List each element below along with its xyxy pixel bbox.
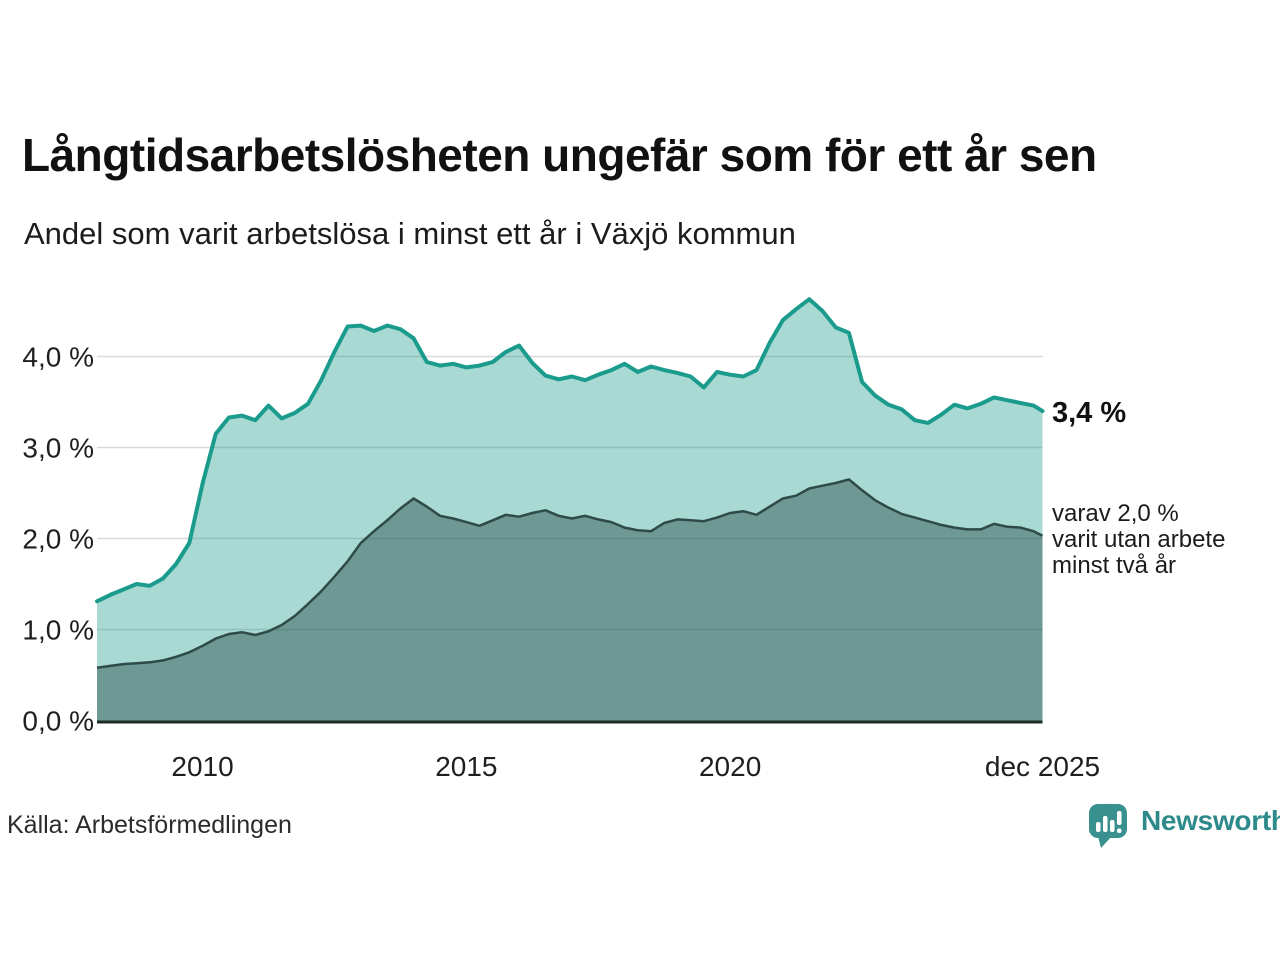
x-axis-tick-label: 2015 xyxy=(435,751,497,782)
x-axis-tick-label: 2010 xyxy=(171,751,233,782)
newsworthy-logo: Newsworthy xyxy=(1088,803,1280,849)
line-unemployed-two-years xyxy=(96,478,1044,669)
two-year-note-annotation: varav 2,0 % varit utan arbete minst två … xyxy=(1052,500,1226,579)
line-total-unemployed-one-year xyxy=(95,297,1045,604)
y-axis-tick-label: 3,0 % xyxy=(22,433,94,464)
latest-value-annotation: 3,4 % xyxy=(1052,397,1127,429)
y-axis-tick-label: 1,0 % xyxy=(22,615,94,646)
area-unemployed-two-years xyxy=(97,479,1043,721)
y-axis-tick-label: 4,0 % xyxy=(22,342,94,373)
x-axis-tick-label: dec 2025 xyxy=(985,751,1100,782)
x-axis-tick-label: 2020 xyxy=(699,751,761,782)
y-axis-tick-label: 2,0 % xyxy=(22,524,94,555)
newsworthy-wordmark: Newsworthy xyxy=(1141,805,1280,836)
y-axis-tick-label: 0,0 % xyxy=(22,706,94,737)
source-caption: Källa: Arbetsförmedlingen xyxy=(7,811,292,839)
newsworthy-speech-bubble-bar-chart-icon xyxy=(1089,804,1127,848)
chart-title: Långtidsarbetslösheten ungefär som för e… xyxy=(22,129,1097,181)
chart-subtitle: Andel som varit arbetslösa i minst ett å… xyxy=(24,216,796,251)
area-total-unemployed-one-year xyxy=(97,299,1043,721)
